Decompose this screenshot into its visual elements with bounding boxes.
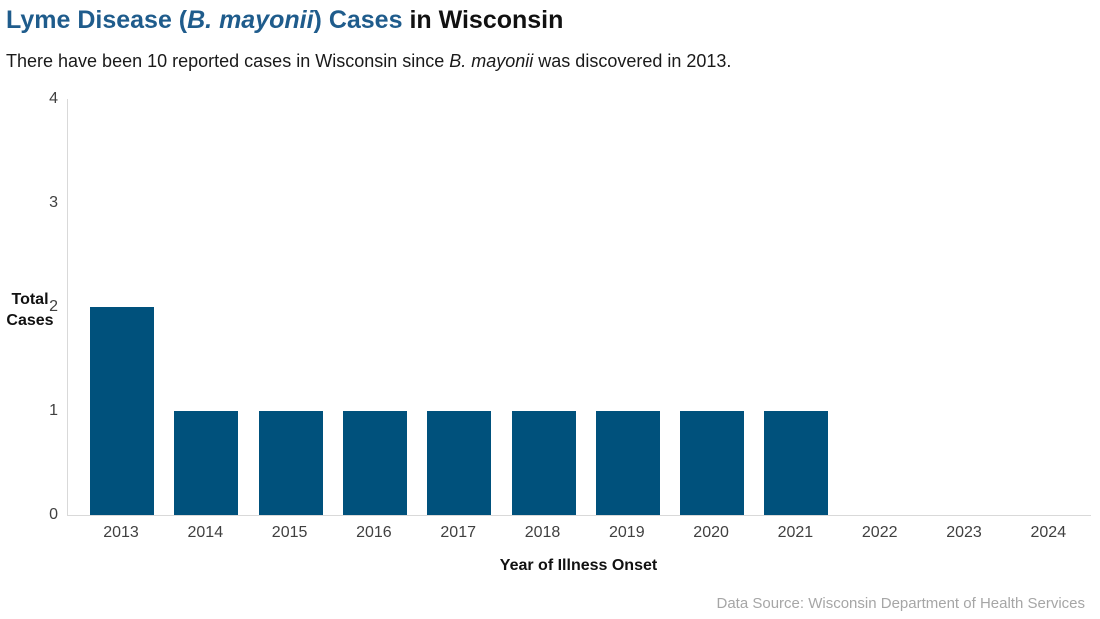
y-tick-2: 2 (49, 298, 58, 315)
bar-2015 (258, 411, 323, 515)
bar-2020 (680, 411, 745, 515)
data-source-note: Data Source: Wisconsin Department of Hea… (716, 595, 1086, 612)
bar-2021 (764, 411, 829, 515)
chart-title-segment: Lyme Disease ( (6, 6, 188, 34)
y-axis-title-line: Cases (6, 312, 54, 329)
x-tick-2013: 2013 (103, 524, 139, 541)
bar-2019 (595, 411, 660, 515)
bar-2014 (174, 411, 239, 515)
plot-area (67, 99, 1091, 516)
bar-2013 (90, 307, 154, 515)
x-tick-2022: 2022 (861, 524, 898, 541)
bar-2018 (511, 411, 576, 515)
x-tick-2016: 2016 (356, 524, 392, 541)
y-tick-3: 3 (49, 194, 58, 211)
chart-subtitle-segment: B. mayonii (449, 51, 534, 71)
bar-2016 (342, 411, 407, 515)
y-axis-title-line: Total (11, 291, 49, 308)
x-tick-2015: 2015 (271, 524, 308, 541)
y-tick-0: 0 (49, 506, 58, 523)
chart-title: Lyme Disease (B. mayonii) Cases in Wisco… (6, 5, 563, 35)
chart-subtitle-segment: There have been 10 reported cases in Wis… (6, 51, 450, 71)
y-tick-4: 4 (49, 90, 58, 107)
x-tick-2019: 2019 (609, 524, 645, 541)
x-axis-title: Year of Illness Onset (499, 557, 658, 574)
bar-2017 (427, 411, 492, 515)
x-tick-2018: 2018 (524, 524, 561, 541)
x-tick-2024: 2024 (1030, 524, 1067, 541)
x-tick-2023: 2023 (946, 524, 982, 541)
chart-subtitle-segment: was discovered in 2013. (533, 51, 732, 71)
chart-title-segment: in Wisconsin (402, 6, 564, 34)
chart-title-segment: ) Cases (313, 6, 403, 34)
chart-subtitle: There have been 10 reported cases in Wis… (6, 50, 731, 73)
y-axis-title: Total Cases (3, 289, 57, 331)
x-tick-2021: 2021 (777, 524, 814, 541)
x-tick-2014: 2014 (187, 524, 224, 541)
y-tick-1: 1 (49, 402, 58, 419)
x-tick-2017: 2017 (440, 524, 476, 541)
x-tick-2020: 2020 (693, 524, 729, 541)
chart-title-segment: B. mayonii (187, 6, 314, 34)
